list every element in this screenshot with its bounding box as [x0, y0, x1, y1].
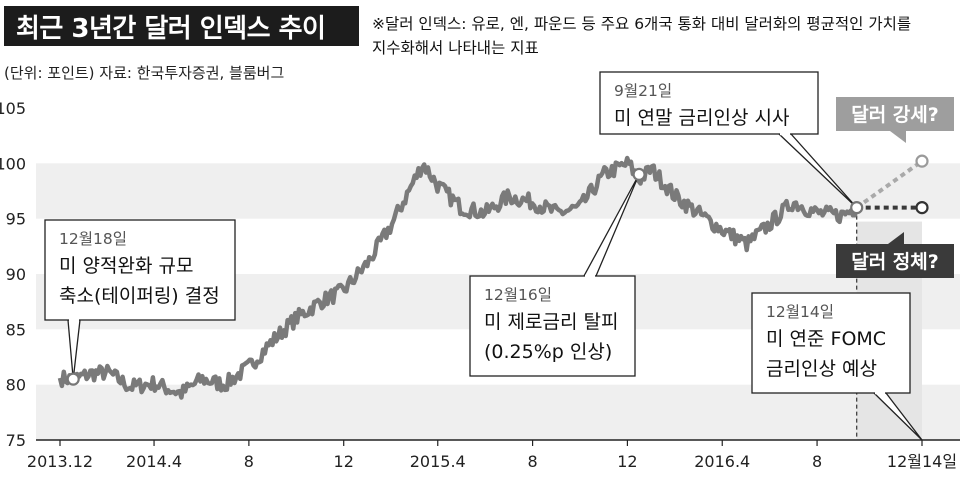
annotation-leader	[67, 319, 81, 380]
annotation-date: 12월14일	[766, 303, 834, 321]
x-tick-label: 2016.4	[694, 452, 750, 471]
scenario-point	[915, 154, 929, 168]
annotation-box	[751, 292, 911, 394]
y-tick-label: 95	[6, 210, 26, 229]
y-tick-label: 100	[0, 154, 26, 173]
x-tick-label: 8	[527, 452, 537, 471]
annotation-box	[469, 275, 636, 377]
grid-band	[36, 384, 960, 440]
scenario-label-box	[836, 244, 954, 278]
annotation-box	[44, 219, 236, 321]
scenario-label-pointer	[890, 131, 906, 143]
annotation-text: 미 양적완화 규모	[59, 255, 193, 277]
scenario-label: 달러 정체?	[851, 251, 939, 273]
x-tick-label: 2013.12	[27, 452, 93, 471]
unit-source-label: (단위: 포인트) 자료: 한국투자증권, 블룸버그	[4, 64, 285, 82]
annotation-date: 12월16일	[484, 286, 552, 304]
scenario-point	[915, 201, 929, 215]
scenario-group: 달러 강세? 달러 정체?	[836, 97, 954, 278]
x-tick-label: 2014.4	[126, 452, 182, 471]
x-tick-label: 12	[617, 452, 637, 471]
scenario-label-box	[836, 97, 954, 131]
definition-note: ※달러 인덱스: 유로, 엔, 파운드 등 주요 6개국 통화 대비 달러화의 …	[372, 12, 911, 60]
note-line-2: 지수화해서 나타내는 지표	[372, 39, 539, 57]
series-group	[57, 155, 859, 400]
y-tick-label: 85	[6, 320, 26, 339]
scenario-label: 달러 강세?	[851, 104, 939, 126]
x-axis: 2013.12 2014.4 8 12 2015.4 8 12 2016.4 8 12월14일	[27, 440, 957, 471]
annotation-box	[599, 71, 819, 135]
y-tick-label: 75	[6, 431, 26, 450]
y-tick-label: 90	[6, 265, 26, 284]
scenario-line	[855, 159, 924, 210]
annotation-date: 12월18일	[59, 230, 127, 248]
x-tick-label: 12월14일	[887, 452, 957, 471]
annotation-point	[850, 201, 864, 215]
annotation-text: 미 제로금리 탈피	[484, 311, 618, 333]
annotation-text: 금리인상 예상	[766, 358, 877, 380]
annotation-text: 축소(테이퍼링) 결정	[59, 285, 220, 307]
y-tick-label: 105	[0, 99, 26, 118]
x-tick-label: 2015.4	[410, 452, 466, 471]
series-line	[57, 155, 859, 400]
y-axis: 75 80 85 90 95 100 105	[0, 99, 26, 450]
annotation-point	[66, 372, 80, 386]
x-tick-label: 8	[244, 452, 254, 471]
y-tick-label: 80	[6, 376, 26, 395]
annotation-text: 미 연말 금리인상 시사	[614, 107, 789, 129]
x-tick-label: 8	[812, 452, 822, 471]
annotation-text: (0.25%p 인상)	[484, 341, 612, 363]
annotation-point	[632, 167, 646, 181]
chart-title: 최근 3년간 달러 인덱스 추이	[4, 6, 359, 46]
annotation-text: 미 연준 FOMC	[766, 328, 886, 350]
x-tick-label: 12	[334, 452, 354, 471]
note-line-1: ※달러 인덱스: 유로, 엔, 파운드 등 주요 6개국 통화 대비 달러화의 …	[372, 15, 912, 33]
annotation-date: 9월21일	[614, 82, 672, 100]
scenario-label-pointer	[888, 232, 904, 244]
